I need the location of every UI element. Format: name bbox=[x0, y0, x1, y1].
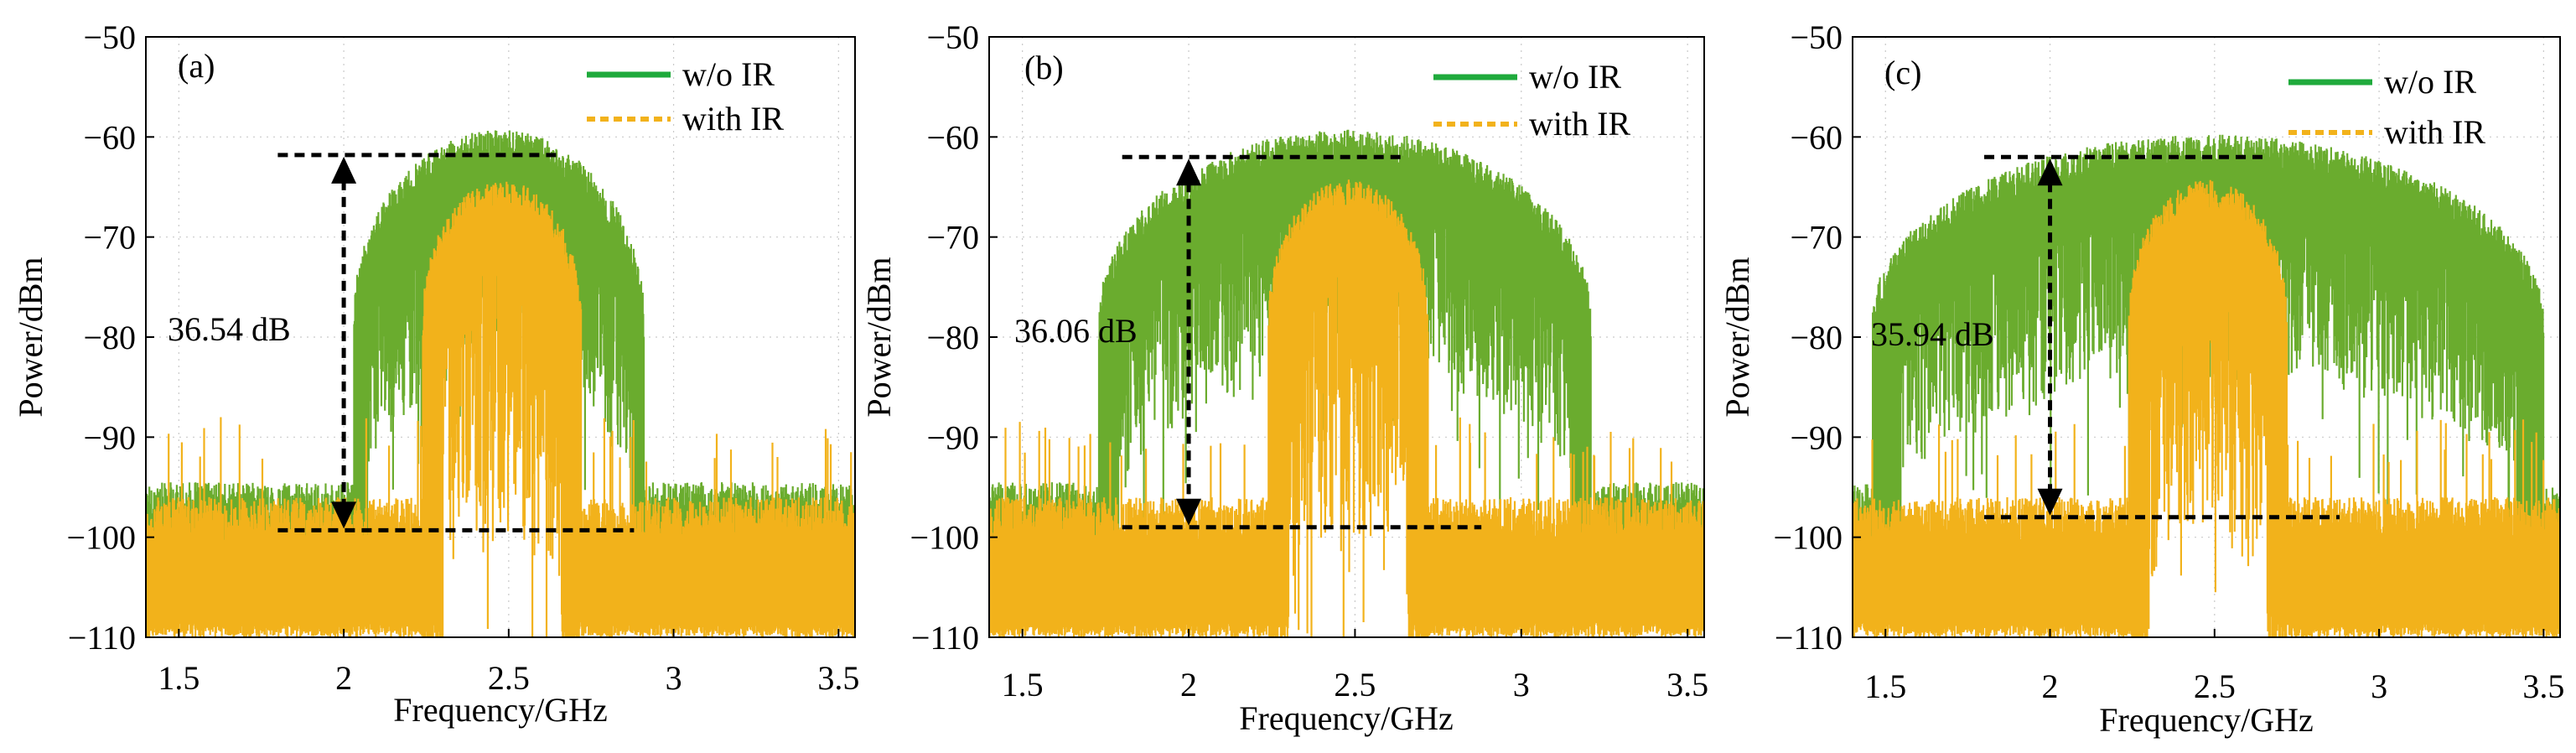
panel-c-plot-area bbox=[1853, 134, 2560, 637]
panel-b-x-axis-label: Frequency/GHz bbox=[1239, 699, 1453, 737]
y-tick-label: −100 bbox=[910, 519, 979, 557]
x-tick-label: 2 bbox=[1180, 666, 1197, 704]
panel-a-annotation: 36.54 dB bbox=[168, 153, 635, 532]
panel-a-legend: w/o IR with IR bbox=[587, 55, 784, 138]
panel-a-trace-with-ir bbox=[146, 181, 855, 637]
x-tick-label: 3 bbox=[1513, 666, 1530, 704]
panel-a-legend-label-with-ir: with IR bbox=[682, 100, 784, 138]
x-tick-label: 3 bbox=[666, 659, 682, 697]
x-tick-label: 2.5 bbox=[2194, 667, 2236, 705]
x-tick-label: 2.5 bbox=[1334, 666, 1376, 704]
y-tick-label: −70 bbox=[1790, 219, 1843, 257]
x-tick-label: 1.5 bbox=[158, 659, 200, 697]
y-tick-label: −60 bbox=[926, 118, 979, 156]
panel-c-arrowhead-down-icon bbox=[2037, 488, 2063, 516]
y-tick-label: −60 bbox=[1790, 118, 1843, 156]
panel-a-label: (a) bbox=[178, 47, 215, 85]
panel-b-label: (b) bbox=[1024, 49, 1064, 86]
panel-b-arrowhead-up-icon bbox=[1176, 158, 1202, 186]
y-tick-label: −100 bbox=[66, 519, 136, 557]
panel-a-x-axis-label: Frequency/GHz bbox=[393, 691, 607, 729]
x-tick-label: 3.5 bbox=[2522, 667, 2564, 705]
panel-c-label: (c) bbox=[1884, 54, 1921, 91]
panel-b-legend: w/o IR with IR bbox=[1433, 58, 1630, 143]
panel-b-arrowhead-down-icon bbox=[1176, 498, 1202, 526]
y-tick-label: −50 bbox=[1790, 18, 1843, 56]
panel-a-x-ticks: 1.5 2 2.5 3 3.5 bbox=[158, 629, 859, 697]
y-tick-label: −110 bbox=[68, 619, 136, 657]
y-tick-label: −50 bbox=[926, 18, 979, 56]
panel-b-y-axis-label: Power/dBm bbox=[860, 257, 898, 417]
panel-b: 1.5 2 2.5 3 3.5 −110 −100 −90 −80 −70 −60 −50 Freq… bbox=[860, 18, 1708, 737]
panel-b-plot-area bbox=[989, 129, 1704, 637]
panel-b-x-ticks: 1.5 2 2.5 3 3.5 bbox=[1002, 629, 1708, 704]
panel-c-x-axis-label: Frequency/GHz bbox=[2099, 701, 2313, 739]
panel-c-arrowhead-up-icon bbox=[2037, 158, 2063, 186]
x-tick-label: 2 bbox=[2042, 667, 2059, 705]
panel-a-legend-label-without-ir: w/o IR bbox=[682, 55, 775, 93]
y-tick-label: −60 bbox=[83, 118, 136, 156]
y-tick-label: −100 bbox=[1773, 519, 1843, 557]
panel-b-y-ticks: −110 −100 −90 −80 −70 −60 −50 bbox=[910, 18, 998, 657]
x-tick-label: 2 bbox=[335, 659, 352, 697]
panel-c-trace-with-ir bbox=[1853, 179, 2560, 637]
panel-b-legend-label-without-ir: w/o IR bbox=[1529, 58, 1621, 96]
x-tick-label: 1.5 bbox=[1002, 666, 1044, 704]
panel-a: 1.5 2 2.5 3 3.5 −110 −100 −90 −80 −70 −60 −50 Freq… bbox=[12, 18, 859, 729]
y-tick-label: −90 bbox=[83, 418, 136, 456]
panel-c-x-ticks: 1.5 2 2.5 3 3.5 bbox=[1864, 629, 2564, 705]
panel-a-measurement-label: 36.54 dB bbox=[168, 310, 291, 348]
panel-c: 1.5 2 2.5 3 3.5 −110 −100 −90 −80 −70 −60 −50 Freq… bbox=[1718, 18, 2564, 739]
panel-a-arrowhead-up-icon bbox=[331, 156, 357, 184]
x-tick-label: 1.5 bbox=[1864, 667, 1906, 705]
x-tick-label: 3.5 bbox=[817, 659, 859, 697]
panel-c-legend-label-without-ir: w/o IR bbox=[2384, 63, 2476, 101]
y-tick-label: −90 bbox=[1790, 418, 1843, 456]
y-tick-label: −50 bbox=[83, 18, 136, 56]
x-tick-label: 2.5 bbox=[488, 659, 530, 697]
x-tick-label: 3 bbox=[2371, 667, 2387, 705]
y-tick-label: −110 bbox=[911, 619, 979, 657]
panel-a-plot-area bbox=[146, 130, 855, 637]
y-tick-label: −80 bbox=[83, 319, 136, 356]
y-tick-label: −110 bbox=[1775, 619, 1843, 657]
panel-c-legend-label-with-ir: with IR bbox=[2384, 113, 2485, 151]
x-tick-label: 3.5 bbox=[1666, 666, 1708, 704]
panel-b-legend-label-with-ir: with IR bbox=[1529, 105, 1630, 143]
y-tick-label: −80 bbox=[1790, 319, 1843, 356]
panel-a-y-ticks: −110 −100 −90 −80 −70 −60 −50 bbox=[66, 18, 154, 657]
panel-b-annotation: 36.06 dB bbox=[1014, 154, 1482, 530]
panel-a-y-axis-label: Power/dBm bbox=[12, 257, 49, 417]
panel-c-legend: w/o IR with IR bbox=[2288, 63, 2485, 151]
panel-c-y-axis-label: Power/dBm bbox=[1718, 257, 1756, 417]
y-tick-label: −80 bbox=[926, 319, 979, 356]
panel-b-measurement-label: 36.06 dB bbox=[1014, 312, 1138, 350]
panel-a-arrowhead-down-icon bbox=[331, 501, 357, 529]
panel-c-annotation: 35.94 dB bbox=[1871, 154, 2340, 520]
panel-b-trace-with-ir bbox=[989, 179, 1704, 637]
y-tick-label: −70 bbox=[83, 219, 136, 257]
y-tick-label: −70 bbox=[926, 219, 979, 257]
y-tick-label: −90 bbox=[926, 418, 979, 456]
panel-c-measurement-label: 35.94 dB bbox=[1871, 315, 1994, 353]
panel-c-y-ticks: −110 −100 −90 −80 −70 −60 −50 bbox=[1773, 18, 1861, 657]
